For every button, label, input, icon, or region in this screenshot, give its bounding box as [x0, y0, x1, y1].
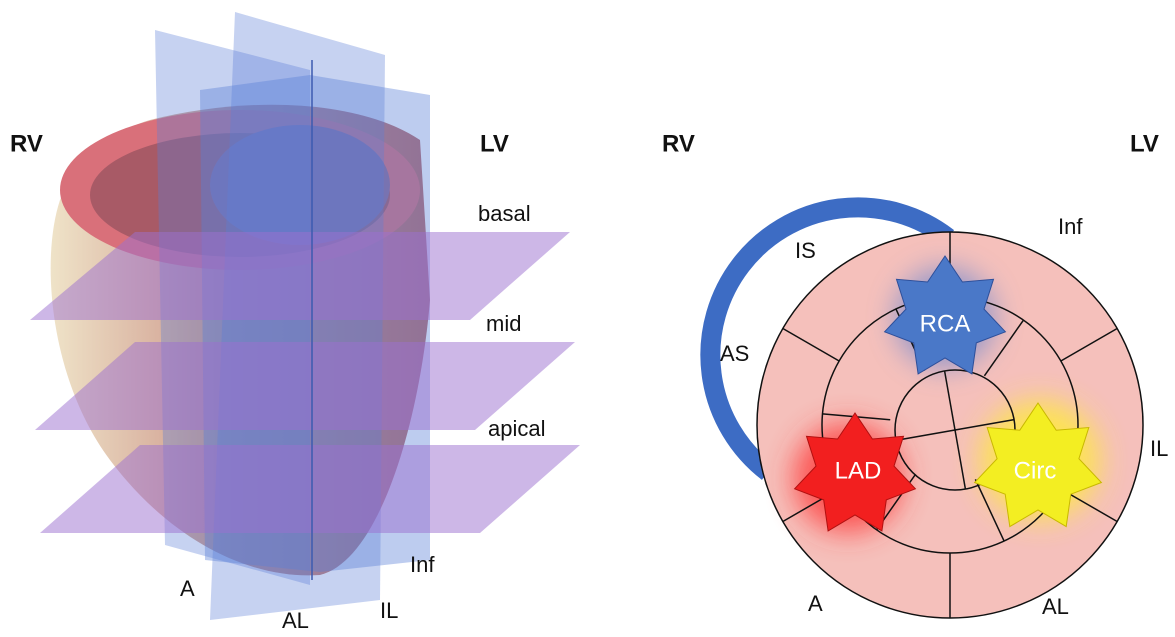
figure: RV LV basal mid apical Inf A AL IL RV LV…: [0, 0, 1175, 637]
rv-label: RV: [662, 130, 695, 157]
view-label: Inf: [410, 552, 435, 577]
segment-label: IS: [795, 238, 816, 263]
rv-label: RV: [10, 130, 43, 157]
bullseye: [710, 207, 1143, 618]
plane-label: mid: [486, 311, 521, 336]
view-label: A: [180, 576, 195, 601]
lv-label: LV: [480, 130, 509, 157]
segment-label: AS: [720, 341, 749, 366]
segment-label: A: [808, 591, 823, 616]
segment-label: AL: [1042, 594, 1069, 619]
segment-label: Inf: [1058, 214, 1083, 239]
territory-label: LAD: [835, 457, 882, 484]
view-label: IL: [380, 598, 398, 623]
territory-label: Circ: [1014, 457, 1057, 484]
view-label: AL: [282, 608, 309, 633]
territory-label: RCA: [920, 310, 971, 337]
plane-label: apical: [488, 416, 545, 441]
segment-label: IL: [1150, 436, 1168, 461]
lv-label: LV: [1130, 130, 1159, 157]
plane-label: basal: [478, 201, 531, 226]
